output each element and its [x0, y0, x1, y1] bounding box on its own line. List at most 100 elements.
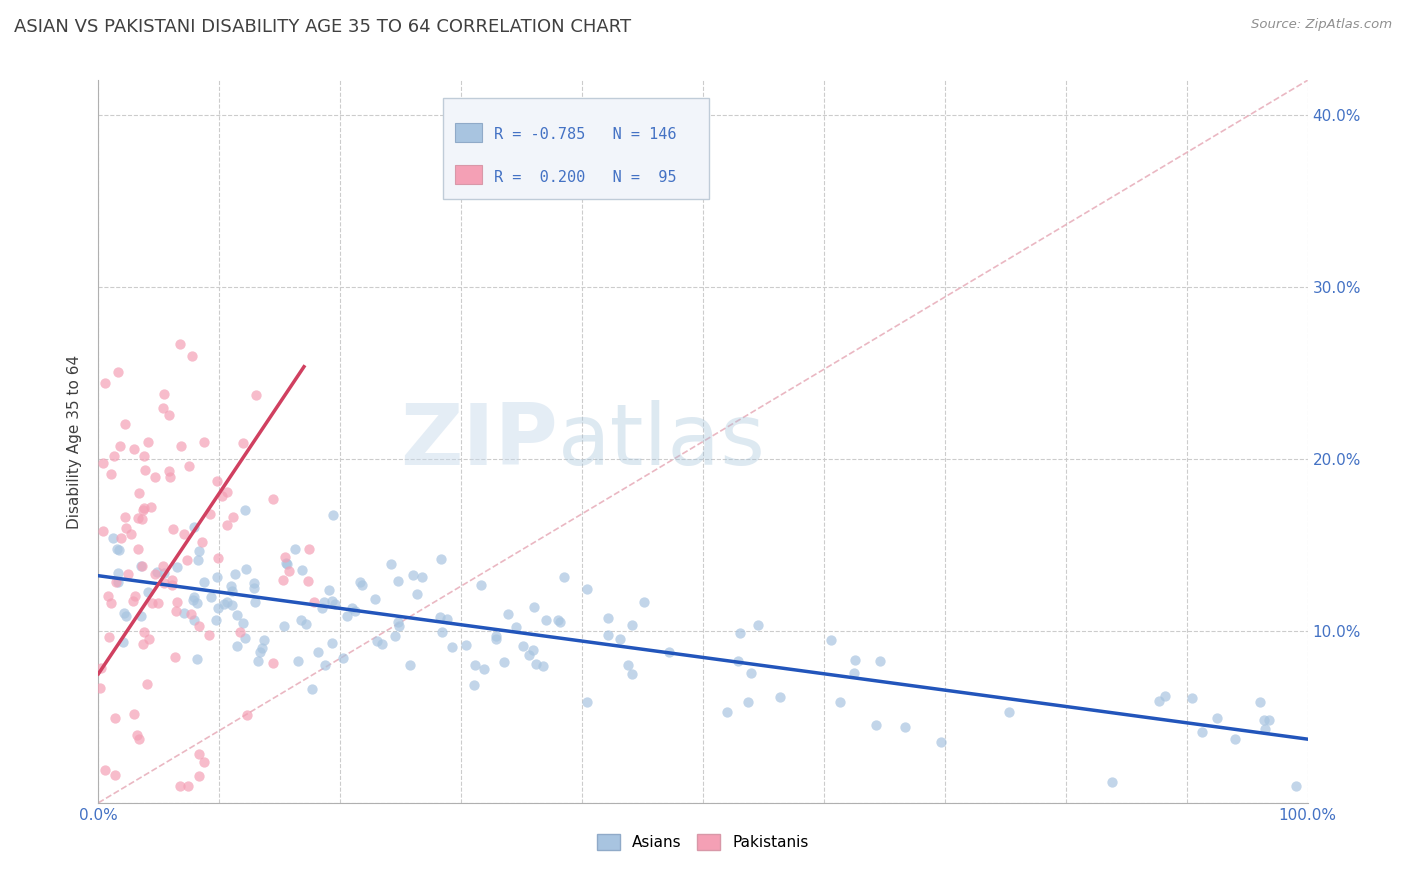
Point — [122, 706, 145, 721]
Point — [114, 520, 136, 534]
Point — [364, 592, 387, 607]
Point — [183, 520, 205, 534]
Point — [193, 435, 215, 450]
Point — [929, 735, 952, 749]
Point — [522, 642, 544, 657]
Point — [318, 583, 340, 598]
Point — [505, 620, 527, 634]
Point — [429, 610, 451, 624]
Point — [235, 562, 257, 576]
Point — [165, 604, 187, 618]
Point — [276, 557, 298, 571]
Point — [221, 578, 243, 592]
Point — [114, 417, 136, 431]
Point — [205, 613, 228, 627]
Point — [107, 543, 129, 558]
Point — [484, 632, 506, 646]
Point — [97, 630, 120, 644]
Point — [287, 654, 309, 668]
Point — [512, 639, 534, 653]
Point — [173, 606, 195, 620]
Point — [747, 618, 769, 632]
Point — [205, 475, 228, 489]
Point — [1206, 711, 1229, 725]
Point — [198, 507, 221, 521]
Point — [181, 593, 204, 607]
Point — [284, 542, 307, 557]
Point — [245, 388, 267, 402]
Point — [173, 526, 195, 541]
Point — [217, 595, 239, 609]
Point — [387, 574, 409, 588]
Point — [236, 707, 259, 722]
Point — [226, 640, 249, 654]
Point — [312, 595, 335, 609]
Point — [93, 456, 115, 470]
Point — [1253, 713, 1275, 727]
Point — [169, 779, 191, 793]
Point — [388, 619, 411, 633]
Point — [249, 645, 271, 659]
Point — [183, 590, 205, 604]
Text: atlas: atlas — [558, 400, 766, 483]
Point — [869, 654, 891, 668]
Point — [180, 607, 202, 622]
Point — [273, 619, 295, 633]
Text: Source: ZipAtlas.com: Source: ZipAtlas.com — [1251, 18, 1392, 31]
Point — [107, 541, 129, 556]
Point — [148, 596, 170, 610]
Point — [114, 510, 136, 524]
Point — [117, 566, 139, 581]
Point — [166, 560, 188, 574]
Point — [406, 587, 429, 601]
Point — [311, 601, 333, 615]
Point — [232, 436, 254, 450]
Point — [298, 541, 321, 556]
Text: ZIP: ZIP — [401, 400, 558, 483]
Point — [617, 658, 640, 673]
Point — [157, 464, 180, 478]
Point — [524, 657, 547, 672]
Point — [143, 566, 166, 581]
Point — [596, 628, 619, 642]
Point — [496, 607, 519, 621]
Point — [297, 574, 319, 588]
Point — [321, 594, 343, 608]
Point — [186, 596, 208, 610]
Point — [470, 578, 492, 592]
Point — [122, 594, 145, 608]
Point — [183, 613, 205, 627]
Point — [463, 678, 485, 692]
Point — [769, 690, 792, 704]
Point — [166, 595, 188, 609]
Point — [176, 553, 198, 567]
Point — [132, 503, 155, 517]
Point — [517, 648, 540, 663]
Point — [349, 575, 371, 590]
Point — [323, 598, 346, 612]
Point — [229, 625, 252, 640]
Point — [304, 595, 326, 609]
Point — [143, 469, 166, 483]
Point — [104, 711, 127, 725]
Point — [111, 635, 134, 649]
Point — [233, 631, 256, 645]
Point — [125, 728, 148, 742]
Point — [134, 500, 156, 515]
Point — [187, 553, 209, 567]
Point — [454, 638, 477, 652]
Point — [523, 600, 546, 615]
Point — [332, 650, 354, 665]
FancyBboxPatch shape — [456, 165, 482, 185]
Point — [138, 434, 160, 449]
Point — [1258, 713, 1281, 727]
Point — [225, 607, 247, 622]
Point — [221, 599, 243, 613]
Point — [274, 550, 297, 565]
Point — [243, 581, 266, 595]
Point — [894, 720, 917, 734]
Point — [464, 658, 486, 673]
Point — [112, 606, 135, 620]
Point — [531, 658, 554, 673]
Point — [127, 541, 149, 556]
